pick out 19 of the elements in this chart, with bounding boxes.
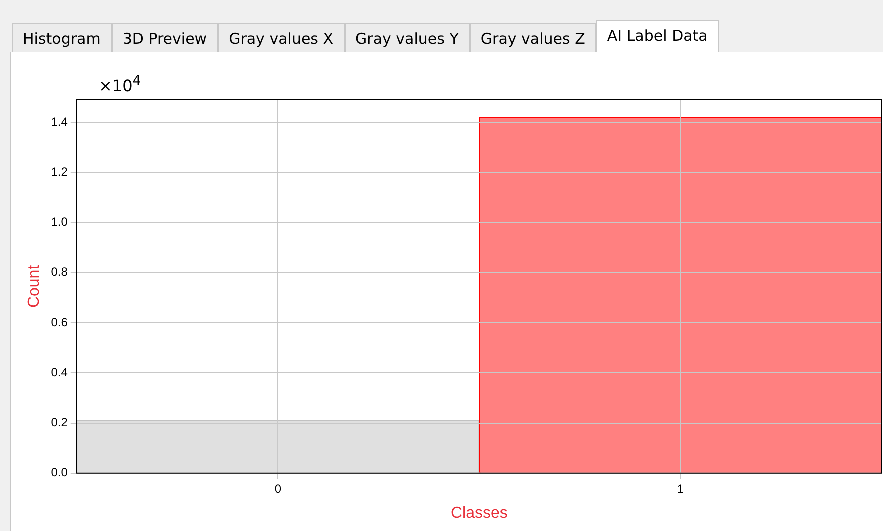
text: Histogram [12, 23, 112, 54]
text: ×10$^{4}$ [99, 74, 142, 96]
x-tick-label: 0 [274, 482, 282, 496]
text: Gray values X [218, 23, 345, 54]
x-axis-title: Classes [450, 504, 508, 522]
y-tick-label: 0.6 [51, 315, 68, 330]
y-tick-label: 1.2 [51, 164, 68, 179]
text: AI Label Data [596, 20, 719, 54]
x-tick-label: 1 [677, 482, 684, 496]
y-tick-label: 0.0 [51, 466, 68, 480]
y-tick-label: 1.0 [51, 215, 68, 230]
text: Gray values Y [344, 23, 470, 54]
y-tick-label: 0.4 [51, 365, 68, 380]
y-tick-label: 1.4 [51, 114, 68, 129]
y-tick-label: 0.2 [51, 416, 68, 430]
y-axis-title: Count [26, 264, 44, 308]
y-tick-label: 0.8 [51, 265, 68, 280]
text: 3D Preview [112, 23, 218, 54]
text: Gray values Z [470, 23, 596, 54]
